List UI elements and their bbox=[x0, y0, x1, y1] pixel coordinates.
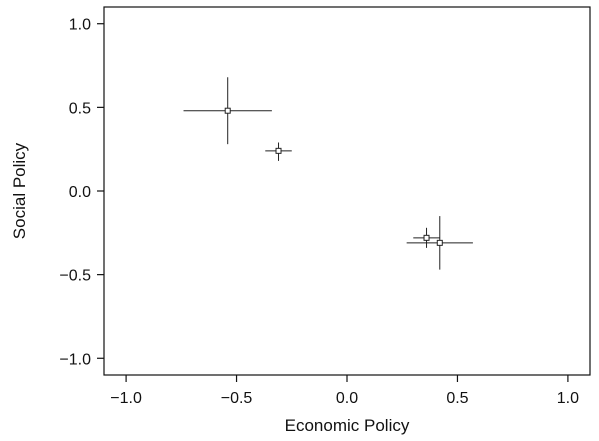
point-marker bbox=[224, 107, 231, 114]
data-point bbox=[406, 216, 473, 270]
point-marker bbox=[423, 234, 430, 241]
x-tick-label: 0.0 bbox=[336, 390, 358, 407]
y-tick-label: 1.0 bbox=[69, 17, 91, 34]
x-axis: −1.0 −0.5 0.0 0.5 1.0 bbox=[110, 375, 579, 407]
y-axis-title: Social Policy bbox=[10, 142, 29, 239]
y-tick-label: −1.0 bbox=[59, 351, 91, 368]
data-points bbox=[183, 77, 473, 270]
data-point bbox=[265, 142, 292, 161]
x-tick-label: −1.0 bbox=[110, 390, 142, 407]
data-point bbox=[183, 77, 272, 145]
point-marker bbox=[436, 239, 443, 246]
y-tick-label: 0.5 bbox=[69, 100, 91, 117]
point-marker bbox=[275, 147, 282, 154]
y-axis: −1.0 −0.5 0.0 0.5 1.0 bbox=[59, 17, 104, 368]
x-tick-label: −0.5 bbox=[221, 390, 253, 407]
y-tick-label: −0.5 bbox=[59, 268, 91, 285]
data-point bbox=[413, 227, 440, 248]
x-tick-label: 0.5 bbox=[446, 390, 468, 407]
x-tick-label: 1.0 bbox=[557, 390, 579, 407]
y-tick-label: 0.0 bbox=[69, 184, 91, 201]
x-axis-title: Economic Policy bbox=[285, 416, 410, 435]
